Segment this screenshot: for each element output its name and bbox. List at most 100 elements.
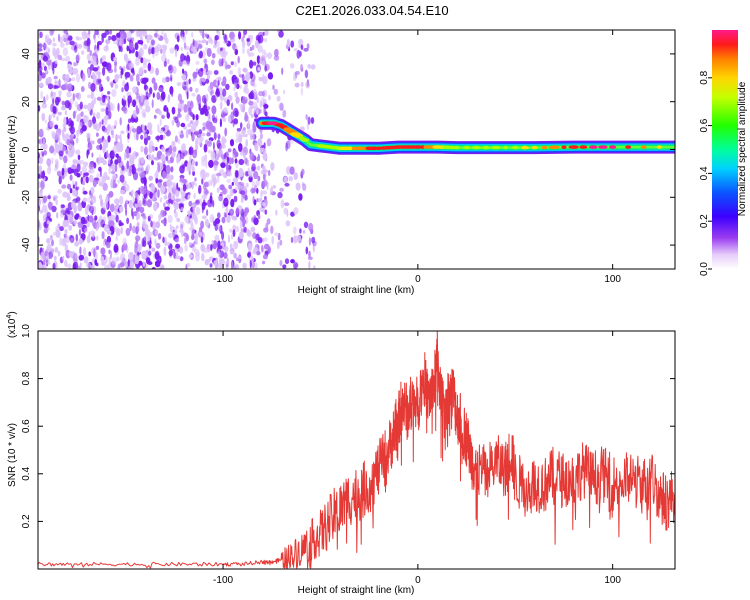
noise-blob xyxy=(126,45,130,52)
noise-blob xyxy=(131,189,134,195)
noise-blob xyxy=(96,111,101,120)
noise-blob xyxy=(274,232,279,236)
snr-x-axis-label: Height of straight line (km) xyxy=(298,585,415,596)
noise-blob xyxy=(262,91,265,97)
noise-blob xyxy=(56,212,59,219)
snr-y-tick-label: 0.2 xyxy=(21,514,32,528)
noise-blob xyxy=(208,179,211,187)
noise-blob xyxy=(226,178,232,184)
noise-blob xyxy=(60,209,66,214)
noise-blob xyxy=(111,88,117,98)
noise-blob xyxy=(256,198,259,203)
noise-blob xyxy=(249,259,252,269)
noise-blob xyxy=(166,179,172,187)
noise-blob xyxy=(54,124,59,130)
noise-blob xyxy=(159,265,164,269)
noise-blob xyxy=(154,229,159,236)
noise-blob xyxy=(254,142,258,151)
noise-blob xyxy=(44,250,48,257)
noise-blob xyxy=(208,159,214,168)
noise-blob xyxy=(254,40,259,48)
noise-blob xyxy=(155,67,160,76)
noise-blob xyxy=(57,97,61,103)
noise-blob xyxy=(234,91,238,98)
noise-blob xyxy=(234,264,239,269)
noise-blob xyxy=(271,235,275,245)
noise-blob xyxy=(254,184,257,191)
noise-blob xyxy=(293,172,298,181)
colorbar-tick-label: 0.2 xyxy=(699,214,710,228)
noise-blob xyxy=(151,266,156,269)
noise-blob xyxy=(68,251,74,258)
noise-blob xyxy=(72,110,76,119)
noise-blob xyxy=(242,40,246,49)
noise-blob xyxy=(262,151,267,161)
noise-blob xyxy=(164,37,169,44)
noise-blob xyxy=(256,109,259,115)
noise-blob xyxy=(286,166,291,175)
noise-blob xyxy=(163,217,167,227)
noise-blob xyxy=(62,135,68,142)
noise-blob xyxy=(75,149,81,155)
noise-blob xyxy=(293,207,299,215)
colorbar: 0.0 0.2 0.4 0.6 0.8 Normalized spectral ampl… xyxy=(699,30,748,276)
noise-blob xyxy=(115,201,119,210)
noise-blob xyxy=(137,30,143,38)
noise-blob xyxy=(128,199,133,209)
noise-blob xyxy=(151,145,155,152)
noise-blob xyxy=(151,99,154,109)
noise-blob xyxy=(52,106,57,114)
noise-blob xyxy=(109,203,115,212)
noise-blob xyxy=(211,53,216,59)
noise-blob xyxy=(277,241,280,250)
noise-blob xyxy=(195,232,198,241)
noise-blob xyxy=(81,165,87,174)
noise-blob xyxy=(225,50,228,56)
noise-blob xyxy=(110,82,114,88)
noise-blob xyxy=(205,33,208,38)
noise-blob xyxy=(163,202,166,208)
noise-blob xyxy=(187,110,190,119)
noise-blob xyxy=(253,109,256,118)
noise-blob xyxy=(231,215,238,221)
noise-blob xyxy=(252,121,255,129)
noise-blob xyxy=(181,74,186,81)
noise-blob xyxy=(180,103,185,108)
snr-x-tick-label: 100 xyxy=(604,575,621,586)
noise-blob xyxy=(72,68,79,75)
noise-blob xyxy=(86,132,91,139)
noise-blob xyxy=(264,65,268,72)
noise-blob xyxy=(290,63,295,69)
snr-x-tick-label: -100 xyxy=(213,575,233,586)
noise-blob xyxy=(161,186,164,196)
noise-blob xyxy=(234,77,240,84)
noise-blob xyxy=(191,223,194,231)
noise-blob xyxy=(162,236,165,243)
noise-blob xyxy=(78,254,85,261)
noise-blob xyxy=(140,145,144,153)
noise-blob xyxy=(292,235,299,244)
noise-blob xyxy=(58,142,63,151)
noise-blob xyxy=(215,88,220,97)
noise-blob xyxy=(237,56,240,64)
noise-blob xyxy=(143,224,149,231)
noise-blob xyxy=(267,72,273,80)
noise-blob xyxy=(116,142,122,151)
noise-blob xyxy=(262,165,266,171)
noise-blob xyxy=(213,160,219,166)
noise-blob xyxy=(300,44,304,50)
noise-blob xyxy=(160,91,166,101)
noise-blob xyxy=(249,52,255,57)
noise-blob xyxy=(279,187,284,192)
noise-blob xyxy=(59,236,62,246)
noise-blob xyxy=(255,233,260,241)
noise-blob xyxy=(217,250,221,258)
noise-blob xyxy=(236,207,239,216)
noise-blob xyxy=(38,200,41,207)
noise-blob xyxy=(128,146,132,154)
noise-blob xyxy=(53,132,59,141)
noise-blob xyxy=(242,47,245,54)
noise-blob xyxy=(212,216,215,223)
noise-blob xyxy=(38,165,42,174)
